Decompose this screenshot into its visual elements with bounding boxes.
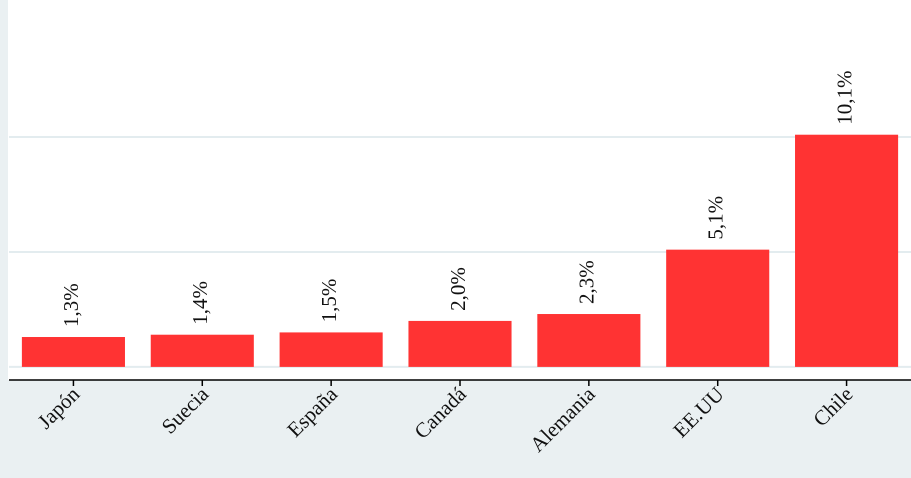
value-label: 10,1% xyxy=(832,70,856,124)
x-tick-label: Canadá xyxy=(409,381,471,443)
bar xyxy=(21,337,125,367)
bar xyxy=(408,320,512,367)
x-tick-label: Japón xyxy=(33,382,85,434)
value-label: 2,0% xyxy=(446,267,470,311)
x-tick-label: Chile xyxy=(808,382,857,431)
x-tick-label: Suecia xyxy=(157,381,214,438)
value-label: 1,3% xyxy=(59,283,83,327)
bar xyxy=(795,134,899,367)
x-tick-label: España xyxy=(282,381,342,441)
bar xyxy=(150,334,254,367)
bar xyxy=(279,332,383,367)
x-tick-label: EE.UU xyxy=(668,382,728,442)
value-label: 1,4% xyxy=(188,281,212,325)
value-label: 2,3% xyxy=(575,260,599,304)
value-label: 5,1% xyxy=(704,196,728,240)
bar xyxy=(666,249,770,367)
x-tick-label: Alemania xyxy=(525,381,600,456)
value-label: 1,5% xyxy=(317,279,341,323)
bar xyxy=(537,314,641,367)
